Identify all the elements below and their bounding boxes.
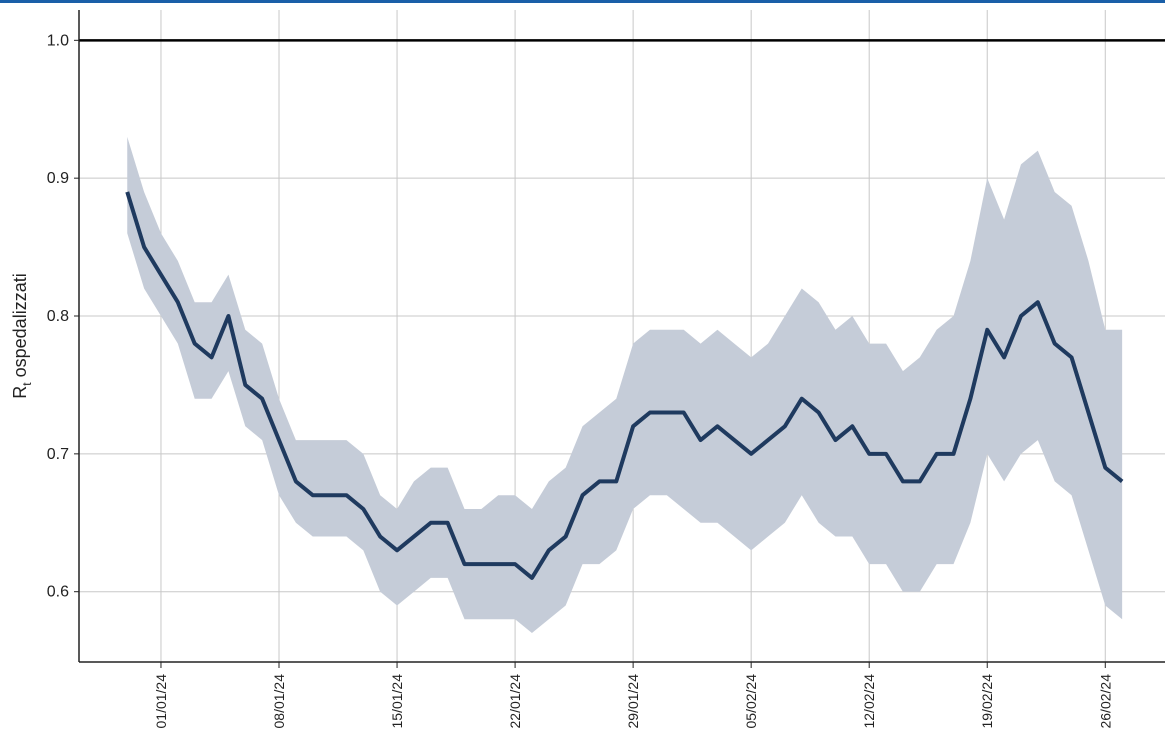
y-label-text: ospedalizzati bbox=[10, 273, 30, 382]
header-strip bbox=[0, 0, 1165, 3]
x-tick-label: 12/02/24 bbox=[861, 674, 877, 729]
y-label-base: R bbox=[10, 386, 30, 399]
x-tick-label: 05/02/24 bbox=[743, 674, 759, 729]
x-tick-label: 26/02/24 bbox=[1097, 674, 1113, 729]
x-tick-label: 29/01/24 bbox=[625, 674, 641, 729]
x-tick-label: 15/01/24 bbox=[389, 674, 405, 729]
y-tick-label: 0.8 bbox=[47, 308, 69, 325]
x-tick-label: 01/01/24 bbox=[153, 674, 169, 729]
x-tick-label: 22/01/24 bbox=[507, 674, 523, 729]
y-tick-label: 1.0 bbox=[47, 32, 69, 49]
rt-line bbox=[125, 191, 1124, 580]
y-tick-label: 0.9 bbox=[47, 170, 69, 187]
y-label-subscript: t bbox=[20, 382, 34, 386]
y-tick-label: 0.6 bbox=[47, 584, 69, 601]
y-tick-label: 0.7 bbox=[47, 446, 69, 463]
x-tick-label: 08/01/24 bbox=[271, 674, 287, 729]
confidence-band bbox=[127, 136, 1123, 634]
y-axis-label: Rt ospedalizzati bbox=[10, 273, 34, 398]
x-tick-label: 19/02/24 bbox=[979, 674, 995, 729]
